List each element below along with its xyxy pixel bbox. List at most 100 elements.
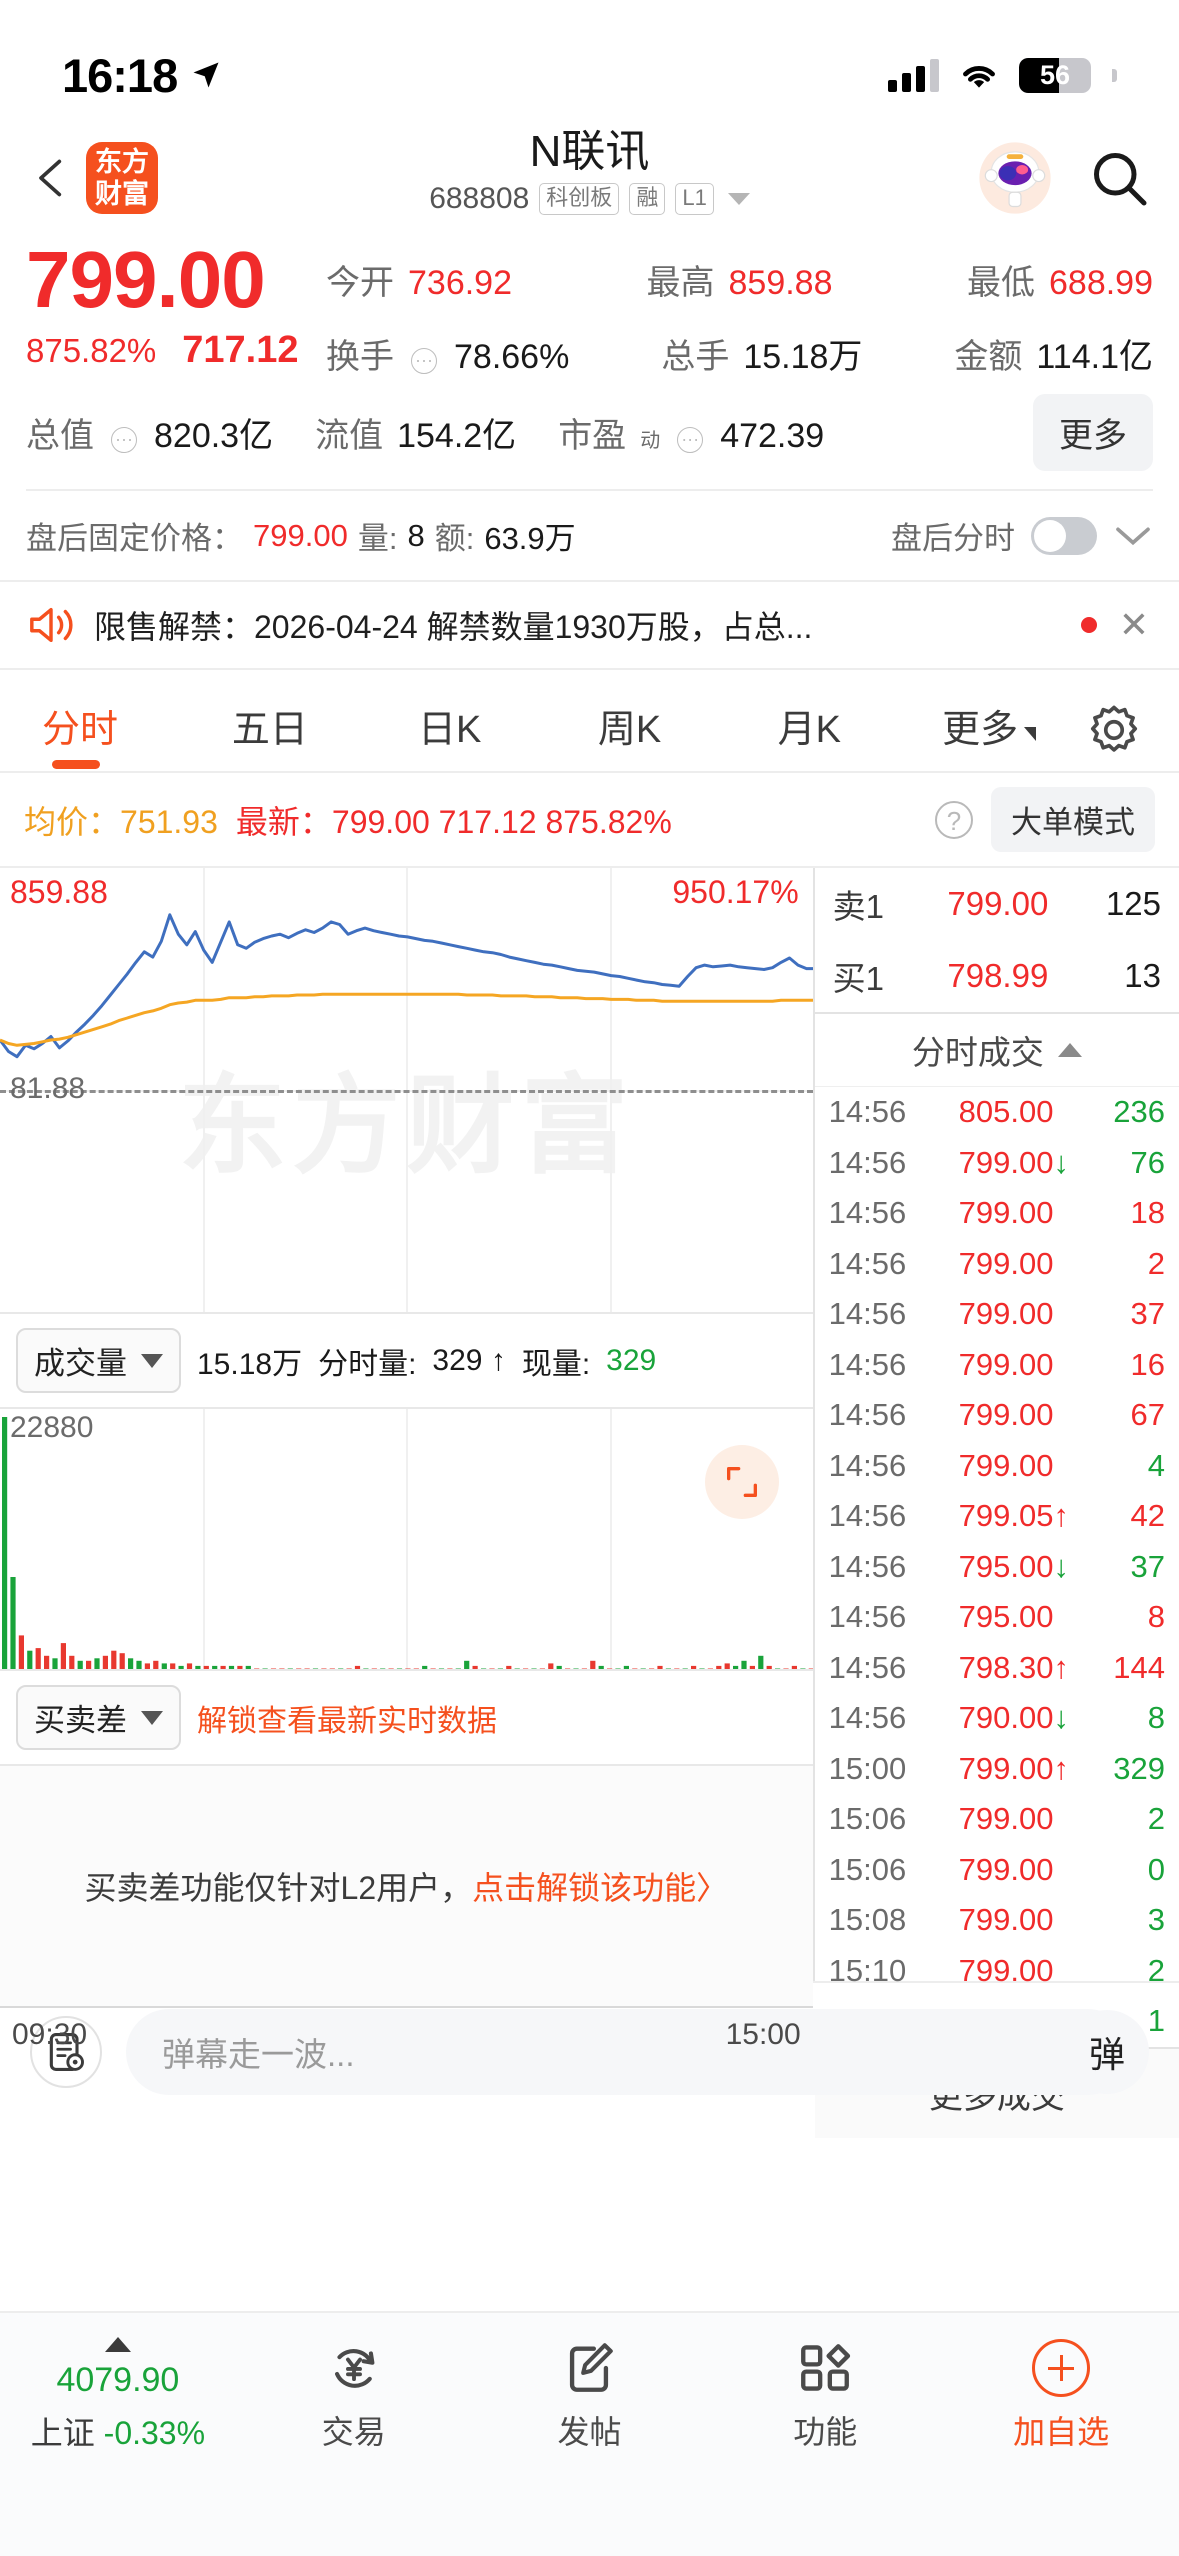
volume-bar (523, 1668, 529, 1669)
volume-bar (556, 1665, 562, 1669)
tab-daily-k[interactable]: 日K (418, 709, 482, 751)
stat-float-cap: 流值 154.2亿 (315, 408, 516, 457)
tab-five-day[interactable]: 五日 (231, 709, 308, 751)
nav-trade[interactable]: 交易 (236, 2337, 472, 2453)
tab-more[interactable]: 更多 (899, 688, 1079, 771)
trade-row: 15:06 799.00 2 (815, 1794, 1179, 1845)
gear-icon[interactable] (1079, 704, 1149, 756)
trade-time: 14:56 (828, 1498, 907, 1534)
more-stats-button[interactable]: 更多 (1033, 394, 1153, 471)
latest-label: 最新： (235, 803, 332, 840)
change-amount: 717.12 (182, 329, 299, 371)
trade-price: 790.00↓ (958, 1700, 1069, 1736)
back-chevron-icon[interactable] (30, 156, 74, 200)
volume-bar (749, 1665, 755, 1669)
eastmoney-logo[interactable]: 东方 财富 (86, 141, 158, 214)
interval-volume-label: 分时量: (318, 1347, 417, 1381)
status-bar-left: 16:18 (62, 48, 221, 103)
l2-indicator-select[interactable]: 买卖差 (16, 1685, 181, 1750)
volume-bar (808, 1668, 813, 1669)
trade-direction-arrow-icon: ↓ (1053, 1548, 1070, 1584)
volume-bar (195, 1665, 201, 1669)
tab-weekly-k[interactable]: 周K (597, 709, 662, 751)
note-history-icon[interactable] (30, 2016, 102, 2088)
send-danmu-button[interactable]: 弹 (1065, 2010, 1149, 2094)
ask-row[interactable]: 卖1 799.00 125 (815, 868, 1179, 940)
volume-bar (396, 1668, 403, 1669)
trade-volume: 8 (1147, 1700, 1165, 1736)
volume-bar (447, 1668, 453, 1669)
volume-bar (119, 1653, 125, 1669)
volume-bar (128, 1658, 134, 1669)
tab-monthly-k[interactable]: 月K (777, 709, 841, 751)
volume-bar (354, 1665, 361, 1669)
series-价格 (0, 913, 813, 1059)
chevron-down-icon[interactable] (1113, 523, 1153, 549)
volume-bar (438, 1668, 445, 1669)
after-hours-toggle[interactable] (1031, 516, 1097, 555)
after-hours-toggle-label: 盘后分时 (891, 521, 1015, 556)
info-icon-turnover[interactable]: ··· (411, 348, 437, 374)
volume-bar (170, 1663, 176, 1669)
chart-mid-label: 81.88 (10, 1072, 86, 1105)
close-icon[interactable]: ✕ (1118, 604, 1149, 645)
info-icon-pe[interactable]: ··· (677, 427, 704, 453)
stat-low-value: 688.99 (1049, 264, 1153, 302)
tag-level: L1 (675, 183, 714, 215)
time-axis-start: 09:30 (12, 2018, 88, 2051)
trade-row: 14:56 799.00 67 (815, 1390, 1179, 1441)
volume-bar (590, 1660, 596, 1669)
nav-index-shanghai[interactable]: 4079.90 上证 -0.33% (0, 2337, 236, 2454)
l2-unlock-link[interactable]: 点击解锁该功能〉 (472, 1870, 729, 1906)
index-summary: 上证 -0.33% (31, 2408, 205, 2454)
current-volume-value: 329 (606, 1343, 657, 1377)
volume-bar (464, 1660, 470, 1669)
volume-bar (153, 1660, 159, 1669)
volume-bar (388, 1668, 394, 1669)
expand-chart-button[interactable] (704, 1445, 779, 1519)
nav-functions[interactable]: 功能 (707, 2337, 943, 2453)
trade-time: 14:56 (828, 1599, 907, 1635)
volume-bar (632, 1668, 638, 1669)
trades-list[interactable]: 14:56 805.00 236 14:56 799.00↓ 76 14:56 799.00 1… (815, 1087, 1179, 2047)
info-icon-market-cap[interactable]: ··· (111, 427, 137, 453)
send-label: 弹 (1088, 2034, 1125, 2075)
chevron-down-icon[interactable] (727, 193, 750, 205)
danmu-input[interactable]: 弹幕走一波... (126, 2009, 1131, 2095)
quote-divider (26, 489, 1153, 491)
quote-row-tertiary: 总值 ··· 820.3亿 流值 154.2亿 市盈 动 ··· 472.39 … (26, 378, 1153, 471)
current-price: 799.00 (26, 235, 266, 324)
trade-price: 799.00 (958, 1902, 1054, 1938)
nav-post[interactable]: 发帖 (472, 2337, 708, 2453)
nav-add-watchlist[interactable]: 加自选 (943, 2337, 1179, 2453)
volume-bar (363, 1668, 369, 1669)
l2-unlock-hint[interactable]: 解锁查看最新实时数据 (197, 1704, 497, 1738)
tab-more-label: 更多 (942, 709, 1019, 751)
stat-pe-sup: 动 (640, 430, 661, 452)
announcement-banner[interactable]: 限售解禁：2026-04-24 解禁数量1930万股，占总... ✕ (0, 580, 1179, 670)
trades-list-title[interactable]: 分时成交 (814, 1012, 1179, 1087)
bid-price: 798.99 (947, 957, 1049, 994)
trade-price: 798.30↑ (958, 1649, 1069, 1685)
volume-indicator-select[interactable]: 成交量 (16, 1328, 181, 1393)
question-mark-icon[interactable]: ? (935, 800, 973, 839)
trade-time: 14:56 (828, 1649, 907, 1685)
ai-robot-avatar-icon[interactable] (977, 140, 1053, 216)
bid-row[interactable]: 买1 798.99 13 (815, 940, 1179, 1012)
volume-bar (304, 1668, 310, 1669)
edit-post-icon (558, 2337, 620, 2399)
triangle-down-icon (141, 1353, 163, 1368)
latest-percent: 875.82% (545, 803, 672, 840)
stat-volume: 总手 15.18万 (661, 329, 862, 378)
search-icon[interactable] (1089, 148, 1149, 208)
trade-row: 14:56 799.00 2 (815, 1239, 1179, 1290)
volume-bar (615, 1668, 621, 1669)
price-chart-panel[interactable]: 东方财富 859.88 950.17% 81.88 (0, 868, 813, 1314)
volume-bar (657, 1665, 663, 1669)
tab-fenshi[interactable]: 分时 (30, 688, 180, 771)
big-order-mode-button[interactable]: 大单模式 (991, 787, 1155, 852)
stat-pe-value: 472.39 (720, 417, 825, 455)
volume-chart-panel[interactable]: 22880 (0, 1409, 813, 1671)
time-axis-end: 15:00 (725, 2018, 801, 2051)
nav-functions-label: 功能 (793, 2414, 858, 2450)
